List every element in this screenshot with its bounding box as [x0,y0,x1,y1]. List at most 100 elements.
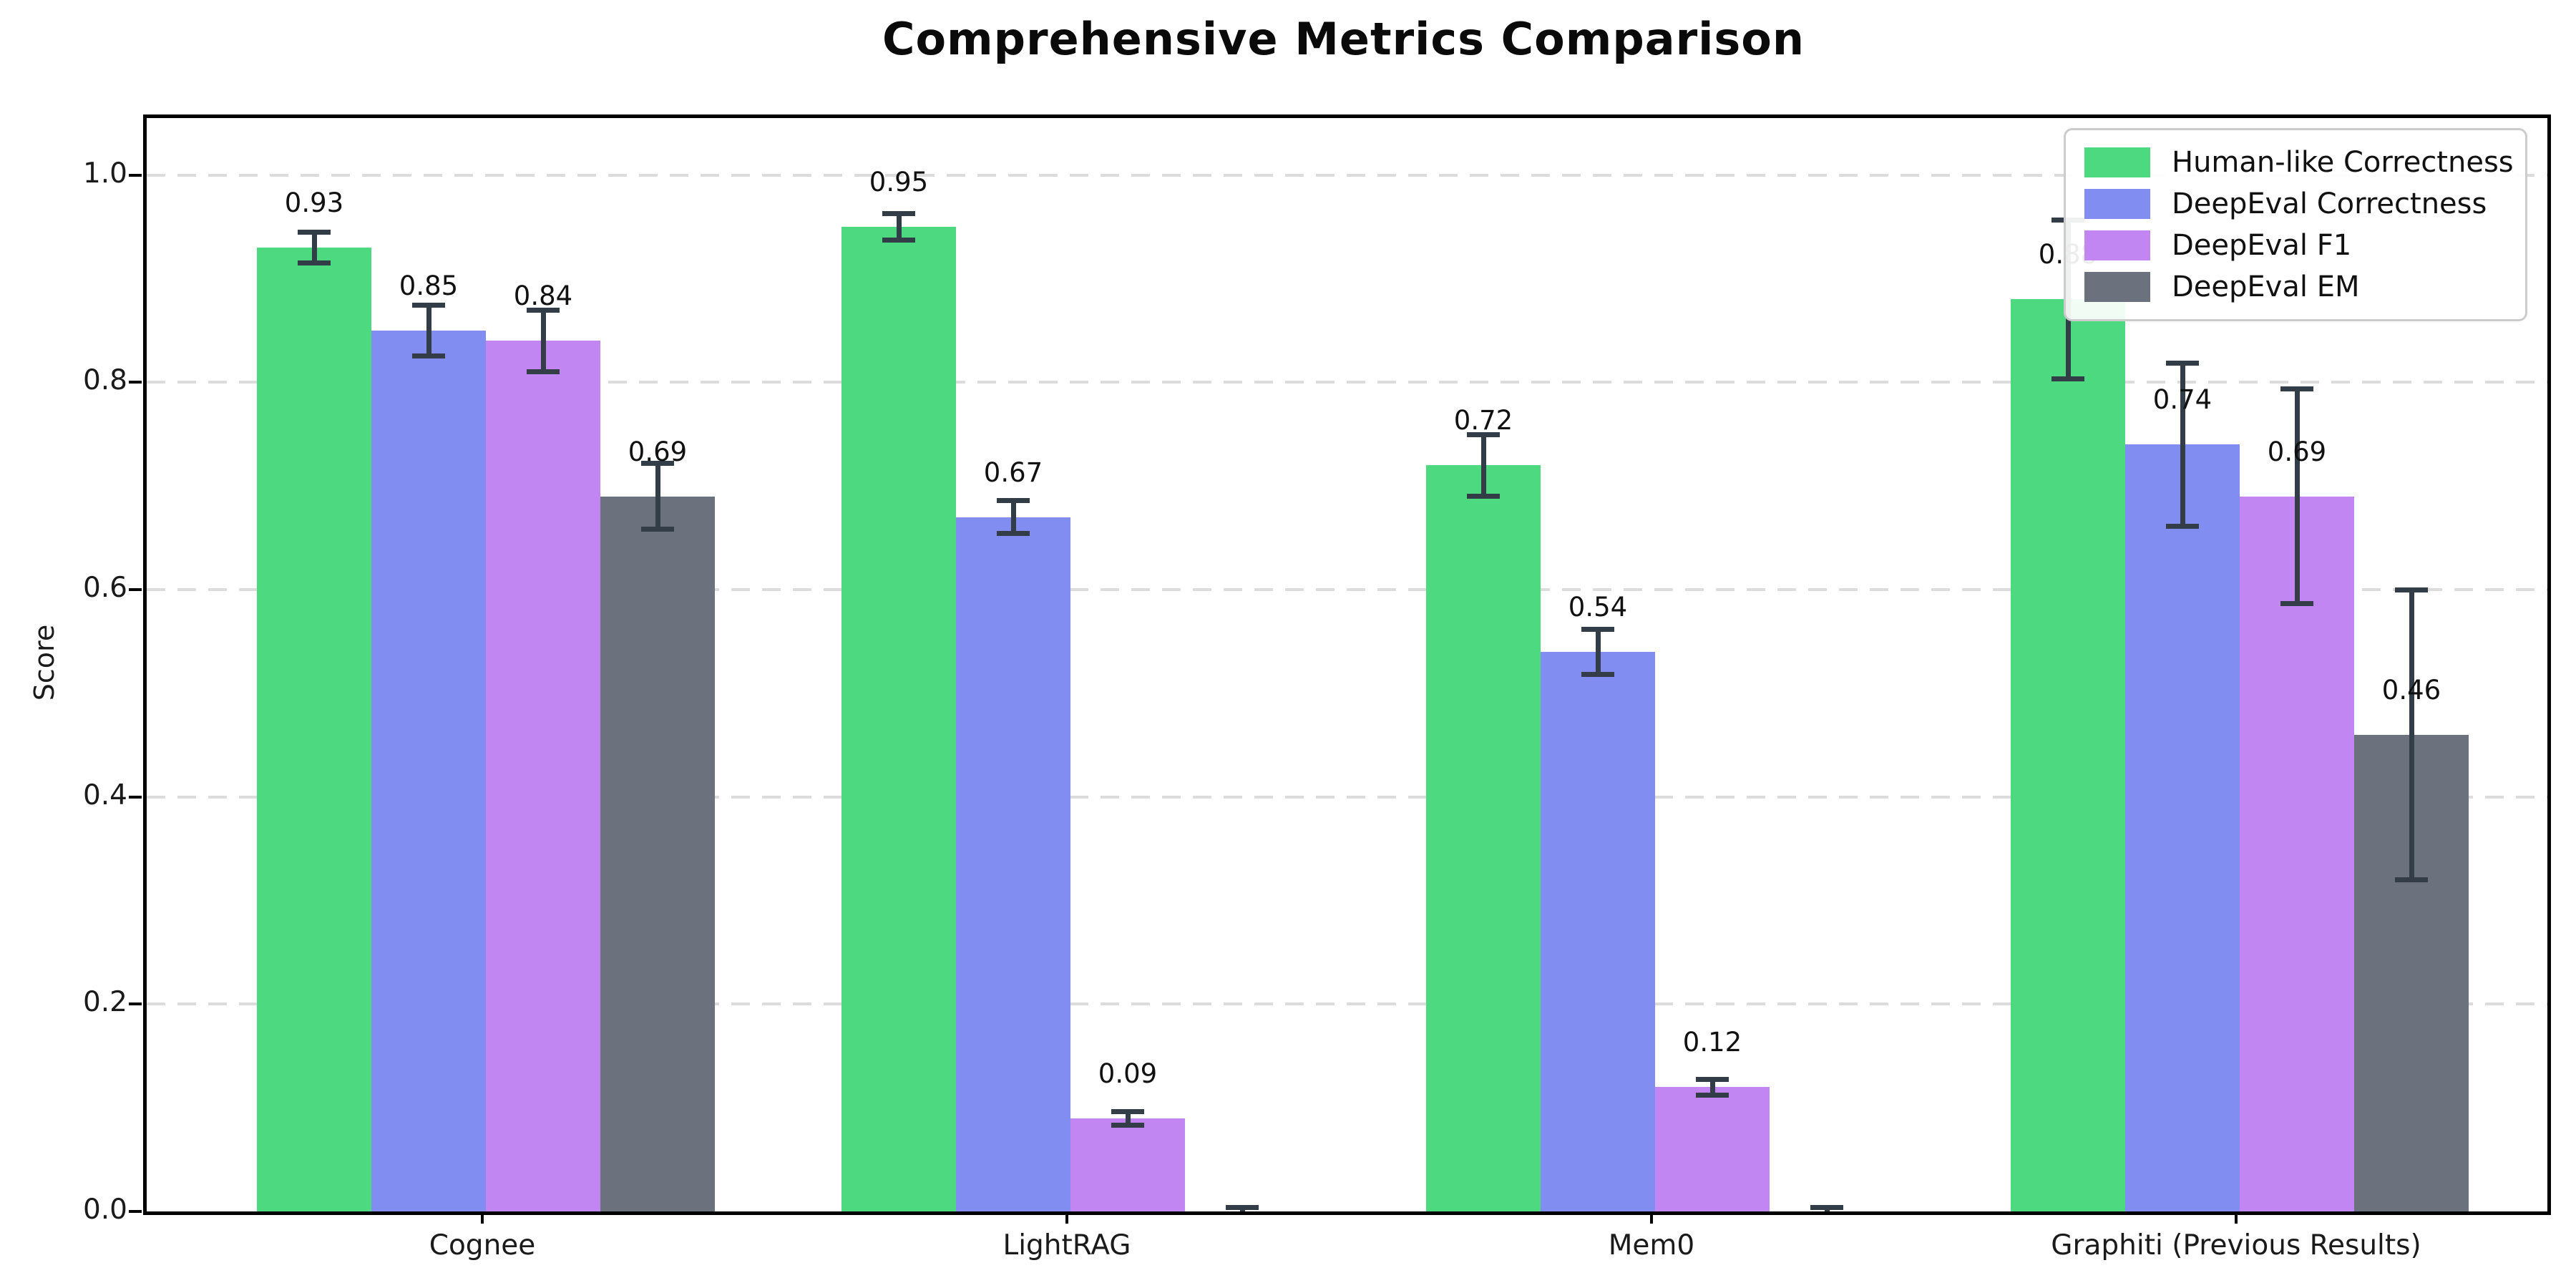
y-tick-mark [129,587,142,591]
y-tick-mark [129,1210,142,1213]
y-tick-label: 0.2 [82,986,127,1019]
error-bar-stem [426,304,431,357]
error-bar-cap-bottom [641,526,674,532]
y-tick-label: 0.8 [82,364,127,397]
error-bar-stem [2294,389,2300,605]
error-bar-cap-top [997,498,1030,504]
bar-value-label: 0.46 [2381,674,2441,706]
bar-deepeval-correctness-1 [956,517,1070,1211]
bar-human-like-correctness-1 [841,227,956,1211]
bar-deepeval-f1-2 [1655,1087,1770,1211]
x-tick-mark [2235,1211,2238,1224]
bar-deepeval-em-0 [600,496,715,1211]
error-bar-cap-bottom [997,530,1030,536]
error-bar-cap-bottom [1111,1122,1144,1128]
error-bar-cap-top [1226,1205,1259,1211]
error-bar-stem [1010,500,1016,534]
gridline-1 [147,173,2547,177]
error-bar-cap-top [1111,1108,1144,1114]
y-tick-mark [129,381,142,384]
bar-value-label: 0.09 [1098,1058,1158,1089]
x-tick-label-2: Mem0 [1608,1229,1695,1262]
error-bar-stem [1595,629,1601,675]
legend-item: Human-like Correctness [2084,142,2514,183]
bar-deepeval-correctness-2 [1541,651,1655,1211]
error-bar-stem [2180,362,2185,527]
x-tick-mark [1065,1211,1068,1224]
legend-item-label: DeepEval EM [2172,270,2360,303]
error-bar-cap-top [2395,587,2428,592]
bar-value-label: 0.69 [628,436,688,467]
error-bar-cap-top [1581,627,1614,633]
y-tick-label: 0.0 [82,1194,127,1226]
legend-item-label: Human-like Correctness [2172,146,2514,179]
bar-human-like-correctness-2 [1426,465,1541,1211]
error-bar-cap-bottom [1581,671,1614,677]
y-axis-label: Score [29,624,60,701]
error-bar-cap-bottom [527,369,560,374]
error-bar-cap-top [641,461,674,467]
error-bar-stem [2409,589,2414,880]
y-tick-mark [129,795,142,799]
legend-item: DeepEval F1 [2084,225,2507,266]
error-bar-cap-bottom [2166,523,2199,529]
x-tick-label-3: Graphiti (Previous Results) [2051,1229,2421,1262]
error-bar-cap-bottom [1467,493,1500,499]
error-bar-cap-bottom [2395,877,2428,882]
error-bar-cap-bottom [2051,376,2084,381]
error-bar-cap-bottom [2280,601,2313,607]
error-bar-cap-top [527,307,560,313]
y-tick-label: 1.0 [82,157,127,190]
legend-swatch [2084,147,2150,177]
error-bar-cap-top [298,230,331,235]
error-bar-cap-bottom [1696,1092,1729,1098]
chart-title: Comprehensive Metrics Comparison [882,13,1805,65]
bar-human-like-correctness-3 [2011,299,2125,1211]
error-bar-cap-top [2166,360,2199,366]
bar-value-label: 0.95 [869,167,929,198]
error-bar-stem [896,213,902,240]
x-tick-label-0: Cognee [429,1229,536,1262]
bar-deepeval-correctness-3 [2125,444,2240,1211]
bar-deepeval-f1-1 [1070,1118,1185,1211]
legend-swatch [2084,189,2150,219]
gridline-0.4 [147,795,2547,799]
y-tick-mark [129,173,142,177]
error-bar-stem [1709,1078,1715,1096]
error-bar-cap-bottom [298,260,331,265]
bar-human-like-correctness-0 [257,248,371,1211]
legend-item: DeepEval Correctness [2084,183,2507,225]
bar-value-label: 0.69 [2267,436,2327,467]
error-bar-cap-top [1810,1205,1843,1211]
x-tick-label-1: LightRAG [1002,1229,1131,1262]
y-tick-label: 0.6 [82,571,127,604]
bar-value-label: 0.54 [1568,591,1628,623]
error-bar-cap-top [412,302,445,308]
y-tick-mark [129,1002,142,1006]
error-bar-stem [655,463,660,530]
gridline-0.2 [147,1002,2547,1006]
error-bar-stem [1125,1111,1131,1126]
x-tick-mark [481,1211,484,1224]
error-bar-cap-bottom [882,237,915,243]
legend-swatch [2084,272,2150,302]
y-tick-label: 0.4 [82,779,127,811]
error-bar-cap-top [1467,431,1500,437]
bar-deepeval-correctness-0 [371,330,486,1211]
bar-deepeval-f1-0 [486,341,600,1211]
legend-item: DeepEval EM [2084,266,2507,308]
error-bar-cap-bottom [412,353,445,359]
error-bar-cap-top [882,211,915,217]
error-bar-stem [1480,434,1486,497]
x-tick-mark [1650,1211,1653,1224]
bar-deepeval-f1-3 [2240,496,2354,1211]
gridline-0.6 [147,587,2547,591]
bar-value-label: 0.74 [2152,384,2212,416]
legend-item-label: DeepEval F1 [2172,229,2352,262]
bar-value-label: 0.72 [1453,405,1513,436]
legend: Human-like Correctness DeepEval Correctne… [2064,128,2527,321]
legend-item-label: DeepEval Correctness [2172,187,2487,220]
bar-value-label: 0.67 [983,457,1043,488]
bar-value-label: 0.85 [399,270,459,301]
